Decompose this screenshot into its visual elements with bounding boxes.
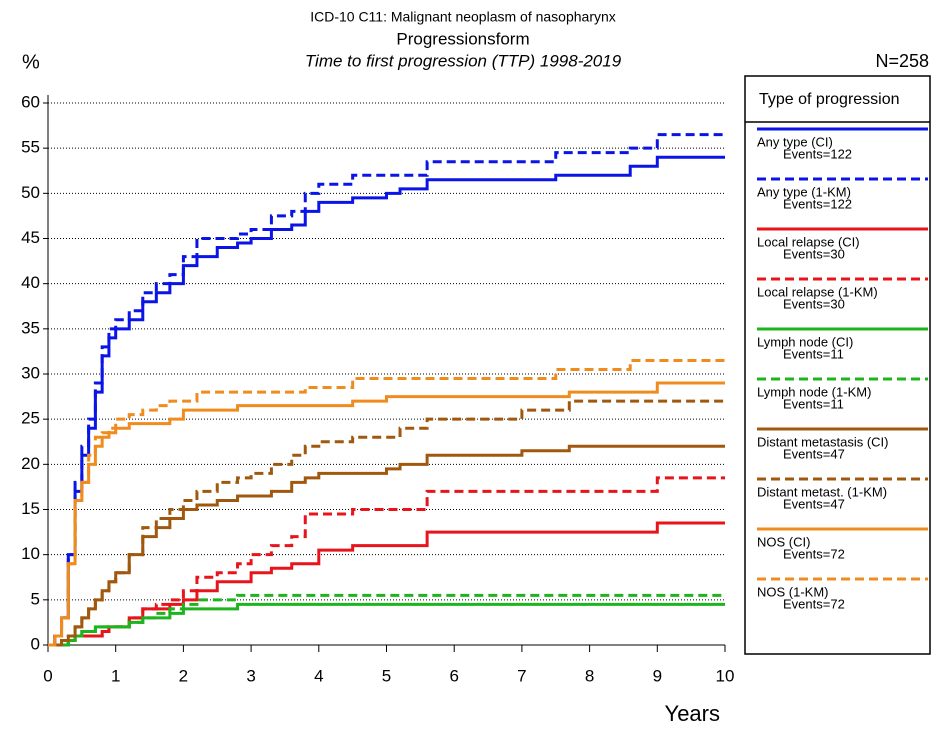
series-line: [48, 593, 725, 647]
legend-label: Distant metastasis (CI): [757, 434, 888, 449]
legend-label: Local relapse (1-KM): [757, 284, 878, 299]
legend-label: Lymph node (1-KM): [757, 384, 871, 399]
y-tick-label: 35: [21, 318, 40, 337]
legend-label: NOS (CI): [757, 534, 810, 549]
legend-label: Local relapse (CI): [757, 234, 860, 249]
legend-detail: Events=122: [783, 146, 852, 161]
legend-label: Any type (1-KM): [757, 184, 851, 199]
legend-label: Lymph node (CI): [757, 334, 853, 349]
legend-detail: Events=122: [783, 196, 852, 211]
legend-detail: Events=30: [783, 246, 845, 261]
legend-label: Any type (CI): [757, 134, 833, 149]
y-tick-label: 30: [21, 363, 40, 382]
series-line: [48, 381, 725, 647]
y-tick-label: 55: [21, 138, 40, 157]
x-axis-label: Years: [665, 701, 720, 726]
legend-detail: Events=47: [783, 446, 845, 461]
chart-subtitle: Progressionsform: [396, 29, 529, 48]
legend-label: Distant metast. (1-KM): [757, 484, 887, 499]
series-line: [48, 358, 725, 647]
y-tick-label: 45: [21, 228, 40, 247]
x-tick-label: 6: [449, 666, 458, 685]
x-tick-label: 3: [246, 666, 255, 685]
series-line: [48, 444, 725, 647]
x-tick-label: 1: [111, 666, 120, 685]
legend-detail: Events=72: [783, 546, 845, 561]
x-tick-label: 4: [314, 666, 323, 685]
legend-detail: Events=11: [783, 346, 844, 361]
legend-detail: Events=47: [783, 496, 845, 511]
legend-detail: Events=11: [783, 396, 844, 411]
y-tick-label: 15: [21, 499, 40, 518]
legend-detail: Events=30: [783, 296, 845, 311]
series-line: [48, 602, 725, 647]
chart-title: ICD-10 C11: Malignant neoplasm of nasoph…: [310, 9, 616, 25]
x-tick-label: 2: [179, 666, 188, 685]
y-tick-label: 40: [21, 273, 40, 292]
chart-subtitle: Time to first progression (TTP) 1998-201…: [305, 51, 622, 70]
series-line: [48, 476, 725, 647]
x-tick-label: 5: [382, 666, 391, 685]
series-line: [48, 399, 725, 647]
series-line: [48, 133, 725, 647]
x-tick-label: 8: [585, 666, 594, 685]
y-tick-label: 25: [21, 409, 40, 428]
y-tick-label: 20: [21, 454, 40, 473]
y-tick-label: 5: [31, 589, 40, 608]
x-tick-label: 0: [43, 666, 52, 685]
y-axis-label: %: [22, 51, 40, 73]
legend-detail: Events=72: [783, 596, 845, 611]
y-tick-label: 60: [21, 92, 40, 111]
series-line: [48, 521, 725, 647]
annotation: N=258: [875, 51, 929, 71]
x-tick-label: 9: [653, 666, 662, 685]
x-tick-label: 10: [716, 666, 735, 685]
y-tick-label: 50: [21, 183, 40, 202]
y-tick-label: 0: [31, 634, 40, 653]
legend-label: NOS (1-KM): [757, 584, 829, 599]
x-tick-label: 7: [517, 666, 526, 685]
legend-title: Type of progression: [759, 91, 900, 108]
y-tick-label: 10: [21, 544, 40, 563]
legend-box: [744, 75, 931, 655]
